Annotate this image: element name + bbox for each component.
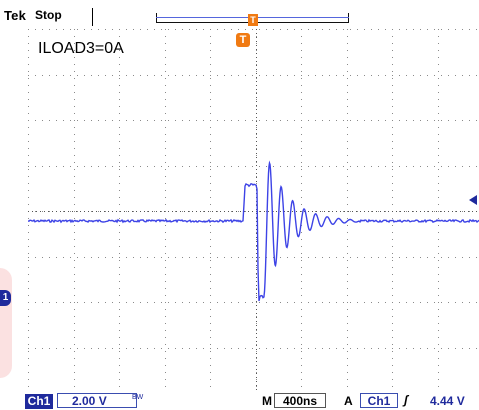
trigger-level-readout[interactable]: 4.44 V — [430, 394, 465, 408]
trigger-slope-icon: ʃ — [404, 393, 408, 407]
scope-settings-bar: Ch1 2.00 V BW M 400ns A Ch1 ʃ 4.44 V — [0, 393, 479, 410]
timebase-readout[interactable]: 400ns — [274, 393, 326, 408]
brand-logo: Tek — [4, 8, 27, 23]
background-watermark — [0, 268, 12, 378]
trigger-prefix: A — [344, 394, 353, 408]
vertical-scale-readout[interactable]: 2.00 V — [57, 393, 137, 408]
channel-ground-marker-icon[interactable]: 1 — [0, 290, 11, 306]
waveform-annotation: ILOAD3=0A — [38, 40, 124, 57]
header-divider — [92, 8, 93, 26]
trigger-marker-icon[interactable]: T — [236, 33, 250, 47]
trigger-source-readout[interactable]: Ch1 — [360, 393, 398, 408]
trigger-level-arrow-icon[interactable] — [469, 195, 477, 205]
bandwidth-limit-indicator: BW — [132, 394, 144, 401]
timebase-prefix: M — [262, 394, 272, 408]
trigger-position-icon[interactable]: T — [248, 14, 258, 26]
graticule-center — [28, 29, 479, 393]
scope-status-header: Tek Stop T — [0, 0, 479, 26]
graticule — [28, 29, 479, 393]
acquisition-state: Stop — [35, 8, 62, 22]
channel-badge[interactable]: Ch1 — [25, 394, 53, 409]
graticule-and-trace — [28, 29, 479, 393]
waveform-display[interactable] — [28, 29, 479, 393]
waveform-trace — [28, 160, 479, 302]
